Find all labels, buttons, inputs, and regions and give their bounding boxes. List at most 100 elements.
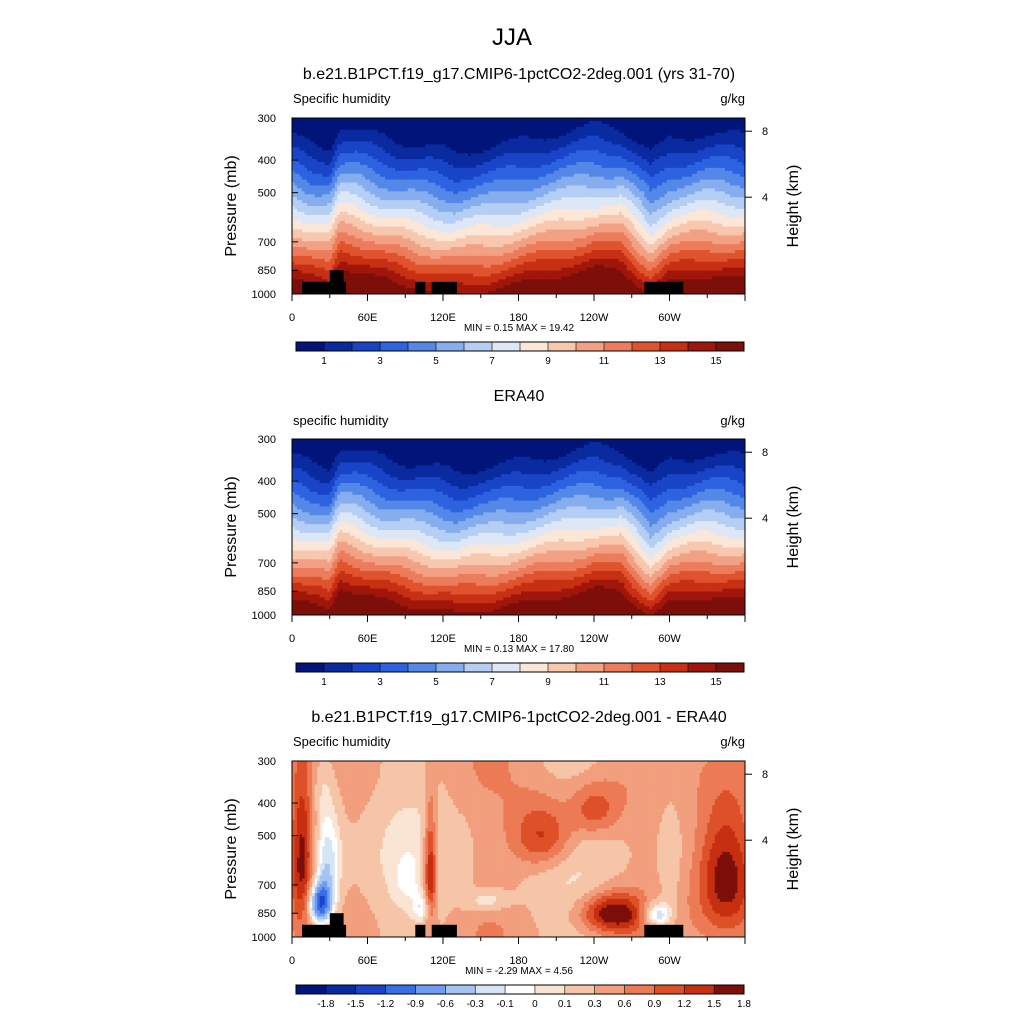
contour-cell [314, 147, 318, 151]
contour-cell [377, 279, 381, 283]
contour-cell [415, 208, 419, 213]
contour-cell [417, 141, 421, 145]
contour-cell [304, 162, 308, 166]
contour-cell [377, 156, 381, 160]
contour-cell [402, 238, 406, 242]
contour-cell [420, 214, 424, 219]
contour-cell [400, 226, 404, 231]
contour-cell [463, 144, 467, 148]
contour-cell [453, 244, 457, 248]
contour-cell [370, 291, 374, 294]
contour-cell [425, 123, 429, 128]
contour-cell [475, 285, 479, 289]
contour-cell [400, 150, 404, 154]
contour-cell [314, 276, 318, 280]
contour-cell [425, 264, 429, 269]
contour-cell [450, 270, 454, 275]
contour-cell [302, 138, 306, 143]
contour-cell [299, 206, 303, 210]
contour-cell [443, 153, 447, 157]
contour-cell [375, 232, 379, 236]
contour-cell [402, 214, 406, 219]
contour-cell [312, 206, 316, 210]
contour-cell [437, 232, 442, 236]
contour-cell [483, 141, 487, 145]
contour-cell [498, 126, 502, 131]
contour-cell [485, 188, 489, 192]
contour-cell [392, 126, 396, 131]
contour-cell [342, 153, 346, 157]
contour-cell [402, 276, 406, 280]
contour-cell [357, 126, 361, 131]
contour-cell [297, 129, 301, 134]
contour-cell [352, 126, 356, 131]
contour-cell [380, 247, 384, 251]
contour-cell [359, 247, 364, 251]
contour-cell [354, 162, 359, 166]
contour-cell [450, 179, 454, 184]
contour-cell [493, 226, 497, 231]
contour-cell [445, 200, 449, 204]
contour-cell [339, 118, 343, 122]
contour-cell [448, 252, 452, 257]
contour-cell [478, 197, 482, 201]
contour-cell [382, 159, 386, 163]
contour-cell [349, 291, 353, 294]
contour-cell [460, 206, 464, 210]
contour-cell [339, 120, 343, 125]
contour-cell [483, 255, 487, 260]
contour-cell [329, 250, 333, 254]
contour-cell [299, 179, 303, 184]
contour-cell [314, 232, 318, 236]
contour-cell [402, 229, 406, 233]
contour-cell [470, 255, 474, 260]
contour-cell [427, 241, 432, 245]
contour-cell [344, 179, 348, 184]
contour-cell [422, 279, 426, 283]
contour-cell [405, 285, 409, 289]
contour-cell [392, 197, 396, 201]
contour-cell [312, 232, 316, 236]
contour-cell [460, 150, 464, 154]
contour-cell [475, 132, 479, 137]
contour-cell [453, 270, 457, 275]
contour-cell [485, 276, 489, 280]
contour-cell [478, 182, 482, 187]
contour-cell [448, 182, 452, 187]
contour-cell [309, 182, 313, 187]
contour-cell [317, 276, 321, 280]
contour-cell [402, 167, 406, 172]
contour-cell [342, 129, 346, 134]
contour-cell [334, 214, 338, 219]
contour-cell [402, 129, 406, 134]
contour-cell [460, 126, 464, 131]
contour-cell [372, 223, 376, 228]
contour-cell [367, 147, 371, 151]
contour-cell [400, 252, 404, 257]
contour-cell [432, 159, 437, 163]
contour-cell [299, 156, 303, 160]
contour-cell [495, 162, 499, 166]
contour-cell [468, 141, 472, 145]
contour-cell [430, 241, 434, 245]
contour-cell [417, 235, 421, 239]
contour-cell [493, 164, 497, 169]
contour-cell [465, 226, 469, 231]
contour-cell [352, 144, 356, 148]
contour-cell [485, 244, 489, 248]
contour-cell [455, 255, 459, 260]
contour-cell [430, 153, 434, 157]
contour-cell [319, 118, 323, 122]
contour-cell [292, 150, 296, 154]
contour-cell [362, 220, 366, 225]
contour-cell [407, 162, 411, 166]
contour-cell [357, 144, 361, 148]
contour-cell [488, 255, 492, 260]
contour-cell [448, 164, 452, 169]
contour-cell [440, 279, 444, 283]
contour-cell [339, 206, 343, 210]
contour-cell [307, 276, 311, 280]
contour-cell [455, 208, 459, 213]
contour-cell [367, 220, 371, 225]
contour-cell [435, 176, 439, 181]
